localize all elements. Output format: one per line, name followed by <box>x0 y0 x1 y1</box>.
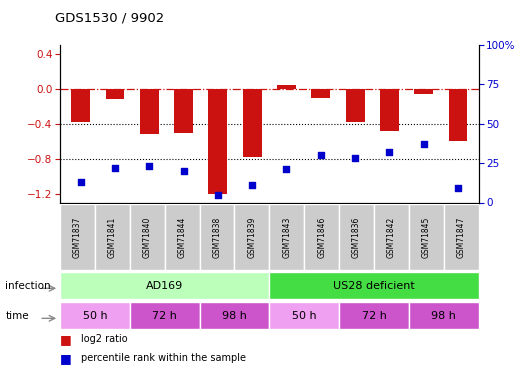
Bar <box>130 302 200 330</box>
Text: GDS1530 / 9902: GDS1530 / 9902 <box>55 11 164 24</box>
Text: GSM71839: GSM71839 <box>247 216 256 258</box>
Bar <box>269 272 479 299</box>
Point <box>111 165 119 171</box>
Text: time: time <box>5 311 29 321</box>
Text: US28 deficient: US28 deficient <box>333 281 415 291</box>
Bar <box>414 89 433 94</box>
Text: GSM71841: GSM71841 <box>108 217 117 258</box>
Bar <box>409 204 444 270</box>
Text: GSM71840: GSM71840 <box>143 216 152 258</box>
Text: 98 h: 98 h <box>431 311 456 321</box>
Bar <box>269 302 339 330</box>
Text: GSM71845: GSM71845 <box>422 216 431 258</box>
Bar <box>409 302 479 330</box>
Bar <box>200 204 234 270</box>
Bar <box>174 89 193 132</box>
Bar <box>106 89 124 99</box>
Text: ■: ■ <box>60 333 72 346</box>
Point <box>282 166 291 172</box>
Text: 72 h: 72 h <box>152 311 177 321</box>
Text: GSM71847: GSM71847 <box>457 216 465 258</box>
Bar <box>60 302 130 330</box>
Bar <box>140 89 159 134</box>
Bar <box>311 89 330 98</box>
Text: GSM71844: GSM71844 <box>178 216 187 258</box>
Bar <box>60 272 269 299</box>
Point <box>454 185 462 191</box>
Bar <box>130 204 165 270</box>
Bar <box>95 204 130 270</box>
Text: GSM71842: GSM71842 <box>387 217 396 258</box>
Bar <box>380 89 399 131</box>
Text: 98 h: 98 h <box>222 311 247 321</box>
Bar <box>200 302 269 330</box>
Text: ■: ■ <box>60 352 72 364</box>
Bar <box>374 204 409 270</box>
Text: GSM71837: GSM71837 <box>73 216 82 258</box>
Point <box>76 179 85 185</box>
Point <box>351 155 359 161</box>
Bar <box>71 89 90 122</box>
Point <box>145 163 153 169</box>
Text: 50 h: 50 h <box>83 311 107 321</box>
Text: 72 h: 72 h <box>361 311 386 321</box>
Bar <box>339 204 374 270</box>
Text: 50 h: 50 h <box>292 311 316 321</box>
Bar <box>60 204 95 270</box>
Bar <box>346 89 365 122</box>
Text: percentile rank within the sample: percentile rank within the sample <box>81 353 246 363</box>
Bar <box>165 204 200 270</box>
Bar <box>269 204 304 270</box>
Text: GSM71846: GSM71846 <box>317 216 326 258</box>
Point <box>316 152 325 158</box>
Text: GSM71843: GSM71843 <box>282 216 291 258</box>
Point <box>248 182 256 188</box>
Bar <box>234 204 269 270</box>
Text: AD169: AD169 <box>146 281 184 291</box>
Point <box>385 149 394 155</box>
Bar <box>304 204 339 270</box>
Point <box>179 168 188 174</box>
Bar <box>209 89 228 194</box>
Text: GSM71836: GSM71836 <box>352 216 361 258</box>
Text: GSM71838: GSM71838 <box>212 217 222 258</box>
Bar <box>449 89 468 141</box>
Text: log2 ratio: log2 ratio <box>81 334 128 344</box>
Bar <box>243 89 262 157</box>
Point <box>419 141 428 147</box>
Point <box>214 192 222 198</box>
Bar <box>444 204 479 270</box>
Bar <box>339 302 409 330</box>
Bar <box>277 85 296 89</box>
Text: infection: infection <box>5 281 51 291</box>
